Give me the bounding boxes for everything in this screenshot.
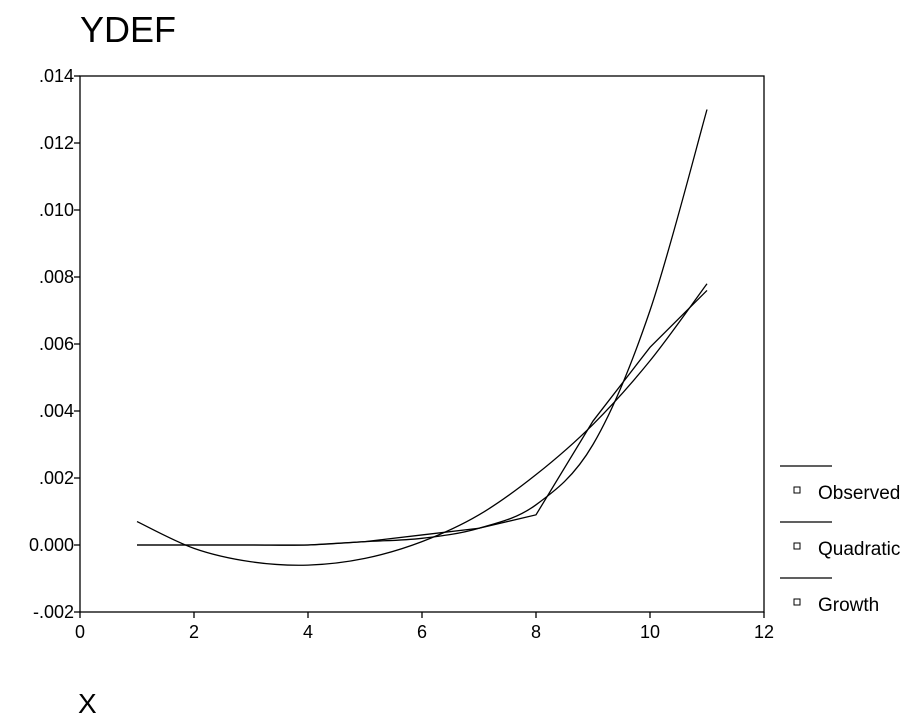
y-axis: -.002 0.000 .002 .004 .006 .008 .010 .012 .014 (29, 66, 80, 622)
y-tick-label: .010 (39, 200, 74, 220)
x-tick-label: 2 (189, 622, 199, 642)
x-tick-label: 0 (75, 622, 85, 642)
legend-marker-observed (793, 486, 801, 494)
x-tick-label: 10 (640, 622, 660, 642)
y-tick-label: .004 (39, 401, 74, 421)
y-tick-label: 0.000 (29, 535, 74, 555)
y-tick-label: .006 (39, 334, 74, 354)
legend-label-growth: Growth (818, 595, 879, 616)
plot-frame (79, 75, 765, 613)
legend: Observed Quadratic Growth (780, 465, 900, 616)
x-tick-label: 4 (303, 622, 313, 642)
series-line-observed (137, 289, 708, 546)
x-tick-label: 6 (417, 622, 427, 642)
y-tick-label: .012 (39, 133, 74, 153)
y-tick-label: .008 (39, 267, 74, 287)
x-tick-label: 8 (531, 622, 541, 642)
legend-marker-quadratic (793, 542, 801, 550)
y-tick-label: .014 (39, 66, 74, 86)
series-group (136, 109, 708, 566)
x-tick-label: 12 (754, 622, 774, 642)
x-axis-label: X (78, 688, 97, 717)
series-line-growth (136, 109, 708, 546)
chart-title: YDEF (80, 9, 176, 50)
y-tick-label: -.002 (33, 602, 74, 622)
x-axis: 0 2 4 6 8 10 12 (75, 612, 774, 642)
series-line-quadratic (136, 283, 708, 566)
legend-label-observed: Observed (818, 483, 900, 504)
legend-label-quadratic: Quadratic (818, 539, 900, 560)
legend-marker-growth (793, 598, 801, 606)
y-tick-label: .002 (39, 468, 74, 488)
